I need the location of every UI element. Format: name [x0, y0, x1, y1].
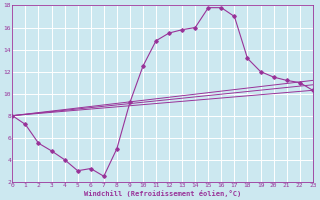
X-axis label: Windchill (Refroidissement éolien,°C): Windchill (Refroidissement éolien,°C) [84, 190, 241, 197]
